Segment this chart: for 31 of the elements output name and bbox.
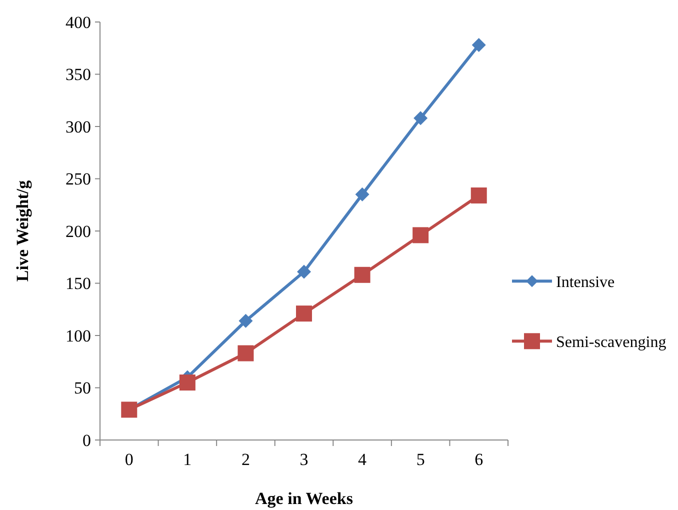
- x-tick-label: 6: [474, 450, 484, 469]
- y-tick-label: 200: [66, 222, 91, 241]
- y-tick-label: 50: [74, 378, 91, 398]
- point: [412, 227, 429, 244]
- x-tick-label: 1: [183, 450, 192, 469]
- x-axis-title: Age in Weeks: [255, 489, 354, 508]
- x-tick-label: 5: [416, 450, 425, 469]
- point: [472, 38, 486, 52]
- y-tick-label: 150: [66, 274, 91, 294]
- point: [355, 187, 370, 202]
- x-tick-label: 4: [358, 450, 368, 469]
- x-tick-label: 2: [241, 450, 250, 469]
- y-axis-title: Live Weight/g: [13, 180, 32, 282]
- y-tick-label: 250: [66, 170, 91, 189]
- y-tick-label: 350: [66, 65, 91, 84]
- point: [238, 345, 254, 362]
- y-tick-label: 400: [66, 12, 91, 32]
- point: [179, 374, 196, 391]
- point: [297, 264, 311, 279]
- x-tick-label: 0: [124, 450, 134, 469]
- point: [296, 306, 312, 322]
- legend-label: Intensive: [556, 274, 615, 291]
- point: [354, 266, 370, 283]
- legend-label: Semi-scavenging: [556, 334, 666, 351]
- y-tick-label: 300: [66, 117, 91, 136]
- point: [470, 187, 487, 204]
- point: [414, 111, 428, 126]
- y-tick-label: 0: [82, 430, 91, 450]
- x-tick-label: 3: [300, 450, 308, 469]
- y-tick-label: 100: [66, 326, 91, 346]
- point: [238, 314, 253, 328]
